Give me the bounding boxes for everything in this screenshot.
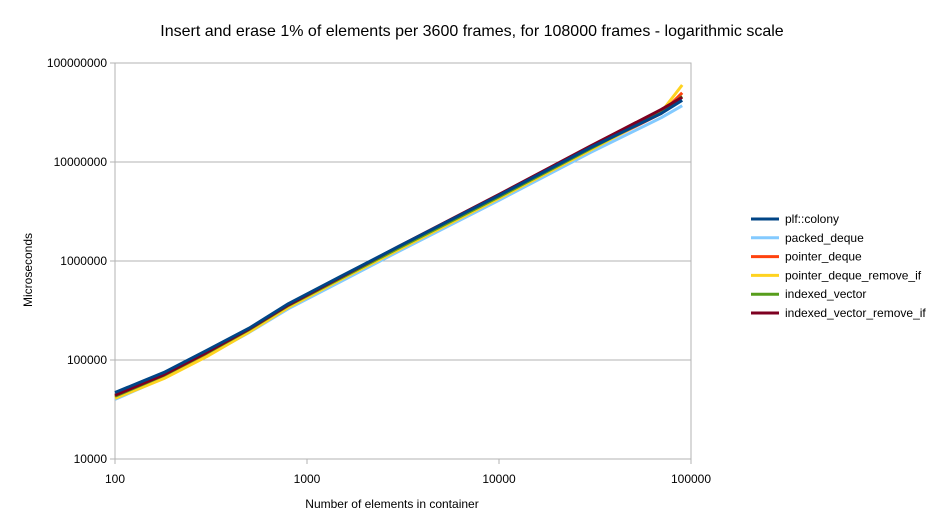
y-tick-label: 100000000: [47, 56, 107, 70]
legend-label: plf::colony: [785, 212, 839, 226]
series-lines: [114, 84, 684, 401]
y-tick-label: 1000000: [60, 254, 107, 268]
legend-label: pointer_deque_remove_if: [785, 268, 922, 282]
legend-label: pointer_deque: [785, 250, 862, 264]
series-line-pointer-deque-remove-if: [114, 84, 684, 400]
x-tick-label: 10000: [482, 472, 516, 486]
y-tick-label: 10000000: [54, 155, 108, 169]
legend: plf::colonypacked_dequepointer_dequepoin…: [751, 212, 926, 320]
chart-title: Insert and erase 1% of elements per 3600…: [160, 23, 784, 40]
x-axis-label: Number of elements in container: [305, 497, 478, 511]
x-tick-label: 100: [105, 472, 125, 486]
y-axis-label: Microseconds: [21, 233, 35, 307]
y-axis-ticks: 10000 100000 1000000 10000000 100000000: [47, 56, 115, 466]
series-line-plf-colony: [114, 99, 683, 394]
legend-label: indexed_vector_remove_if: [785, 306, 926, 320]
legend-label: indexed_vector: [785, 287, 866, 301]
x-tick-label: 100000: [671, 472, 711, 486]
gridlines: [115, 62, 691, 460]
x-axis-ticks: 100 1000 10000 100000: [105, 459, 711, 486]
y-tick-label: 100000: [67, 353, 107, 367]
y-tick-label: 10000: [74, 452, 108, 466]
legend-label: packed_deque: [785, 231, 864, 245]
x-tick-label: 1000: [294, 472, 321, 486]
